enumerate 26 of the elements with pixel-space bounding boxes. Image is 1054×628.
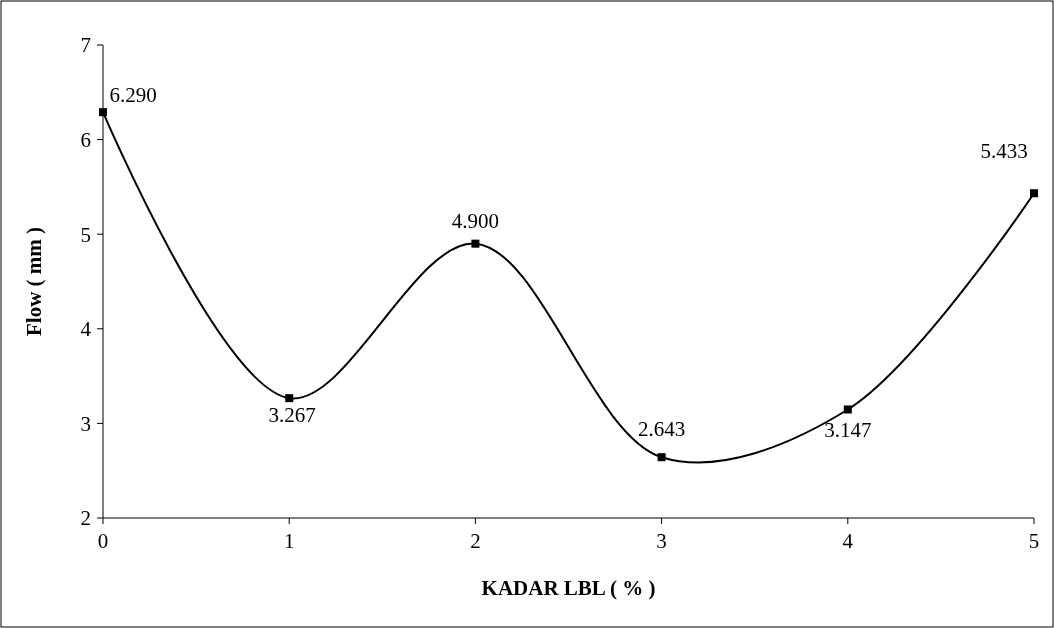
data-label: 3.147 [824,418,872,443]
x-axis-title: KADAR LBL ( % ) [481,576,656,600]
point [657,453,666,462]
x-tick-label: 1 [283,529,295,553]
point [99,108,107,117]
data-label: 3.267 [268,403,316,428]
x-tick-label: 3 [656,529,667,553]
y-tick-label: 2 [80,506,91,531]
x-tick-label: 4 [842,529,854,553]
y-tick-label: 7 [80,33,91,58]
data-label: 4.900 [451,208,500,233]
y-tick-label: 5 [80,222,91,247]
x-tick-label: 5 [1028,529,1040,553]
data-label: 2.643 [637,417,686,442]
data-label: 5.433 [980,139,1028,164]
y-tick-label: 6 [80,127,91,152]
point [843,405,852,414]
data-label: 6.290 [109,83,157,108]
point [471,239,480,248]
x-tick-label: 2 [470,529,481,553]
point [285,394,294,403]
y-axis-title: Flow ( mm ) [22,226,46,337]
y-tick-label: 3 [80,411,91,436]
x-tick-label: 0 [97,529,109,553]
y-tick-label: 4 [80,317,92,342]
point [1030,189,1038,198]
